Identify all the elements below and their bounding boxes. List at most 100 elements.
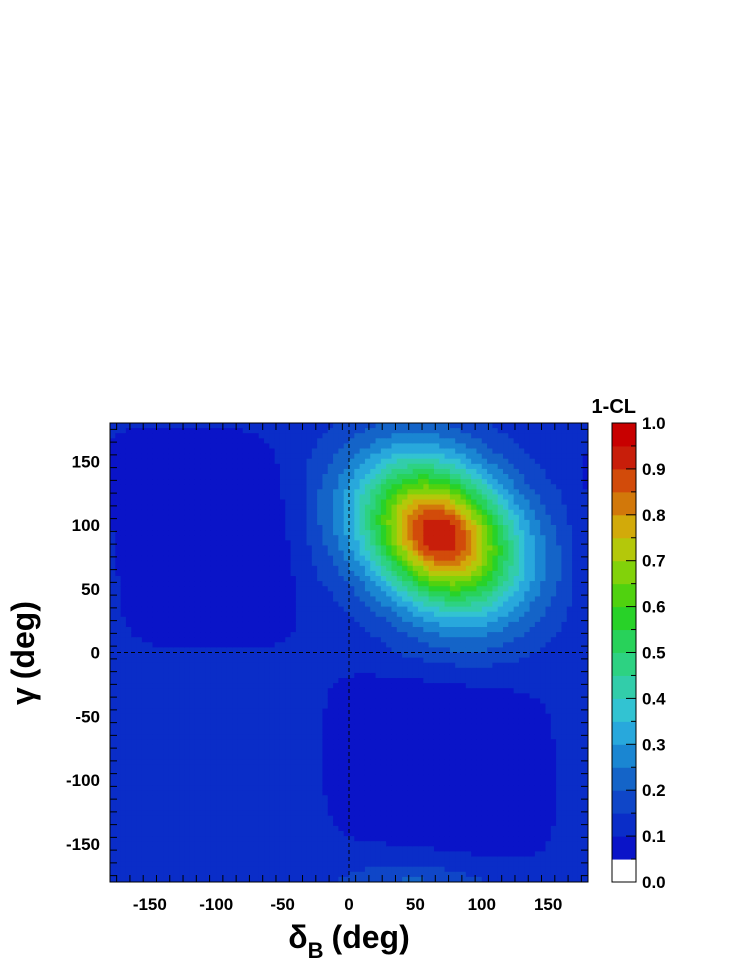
heatmap-cell xyxy=(295,856,302,863)
heatmap-cell xyxy=(173,820,180,827)
heatmap-cell xyxy=(179,713,185,720)
heatmap-cell xyxy=(194,453,201,460)
heatmap-cell xyxy=(248,540,254,546)
heatmap-cell xyxy=(136,856,143,863)
heatmap-cell xyxy=(232,662,239,669)
heatmap-cell xyxy=(391,723,398,730)
heatmap-cell xyxy=(285,805,292,812)
heatmap-cell xyxy=(396,601,403,608)
heatmap-cell xyxy=(338,734,345,740)
heatmap-cell xyxy=(210,632,217,638)
heatmap-cell xyxy=(279,621,286,628)
heatmap-cell xyxy=(391,632,398,638)
heatmap-cell xyxy=(380,438,387,444)
heatmap-cell xyxy=(338,494,345,501)
heatmap-cell xyxy=(386,729,393,735)
heatmap-cell xyxy=(258,805,265,812)
heatmap-cell xyxy=(253,790,260,796)
heatmap-cell xyxy=(386,489,393,495)
heatmap-cell xyxy=(317,688,324,694)
heatmap-cell xyxy=(333,504,339,511)
heatmap-cell xyxy=(364,530,371,536)
heatmap-cell xyxy=(343,474,350,480)
heatmap-cell xyxy=(179,708,185,715)
heatmap-cell xyxy=(184,550,191,557)
heatmap-cell xyxy=(147,866,154,873)
heatmap-cell xyxy=(343,591,350,597)
heatmap-cell xyxy=(120,474,127,480)
heatmap-cell xyxy=(386,576,393,582)
heatmap-cell xyxy=(269,499,276,506)
heatmap-cell xyxy=(327,718,334,725)
heatmap-cell xyxy=(343,790,350,796)
heatmap-cell xyxy=(173,815,180,822)
heatmap-cell xyxy=(131,871,138,878)
heatmap-cell xyxy=(152,438,159,444)
heatmap-cell xyxy=(306,703,313,710)
heatmap-cell xyxy=(168,637,175,643)
heatmap-cell xyxy=(306,438,313,444)
heatmap-cell xyxy=(110,463,116,470)
heatmap-cell xyxy=(152,591,159,597)
heatmap-cell xyxy=(301,627,308,633)
heatmap-cell xyxy=(173,453,180,460)
heatmap-cell xyxy=(306,535,313,541)
heatmap-cell xyxy=(157,484,164,490)
heatmap-cell xyxy=(110,759,116,766)
heatmap-cell xyxy=(396,581,403,587)
heatmap-cell xyxy=(221,805,228,812)
heatmap-cell xyxy=(216,729,223,735)
heatmap-cell xyxy=(136,713,143,720)
heatmap-cell xyxy=(306,555,313,562)
heatmap-cell xyxy=(311,519,318,526)
heatmap-cell xyxy=(232,815,239,822)
heatmap-cell xyxy=(179,550,185,557)
heatmap-cell xyxy=(343,805,350,812)
heatmap-cell xyxy=(354,499,361,506)
heatmap-cell xyxy=(402,596,409,603)
heatmap-cell xyxy=(194,606,201,613)
heatmap-cell xyxy=(333,846,339,852)
heatmap-cell xyxy=(290,540,297,546)
heatmap-cell xyxy=(242,667,249,674)
heatmap-cell xyxy=(184,871,191,878)
heatmap-cell xyxy=(168,851,175,858)
heatmap-cell xyxy=(168,514,175,521)
heatmap-cell xyxy=(200,683,207,689)
heatmap-cell xyxy=(125,606,132,613)
heatmap-cell xyxy=(237,652,244,659)
heatmap-cell xyxy=(110,841,116,847)
heatmap-cell xyxy=(285,800,292,807)
heatmap-cell xyxy=(317,616,324,623)
heatmap-cell xyxy=(386,836,393,842)
heatmap-cell xyxy=(163,596,170,603)
heatmap-cell xyxy=(120,621,127,628)
heatmap-cell xyxy=(370,780,377,786)
heatmap-cell xyxy=(232,535,239,541)
heatmap-cell xyxy=(125,678,132,684)
heatmap-cell xyxy=(237,438,244,444)
heatmap-cell xyxy=(354,525,361,531)
heatmap-cell xyxy=(359,494,366,501)
heatmap-cell xyxy=(317,749,324,756)
heatmap-cell xyxy=(327,836,334,842)
heatmap-cell xyxy=(157,749,164,756)
heatmap-cell xyxy=(274,468,281,475)
heatmap-cell xyxy=(242,570,249,577)
heatmap-cell xyxy=(391,652,398,659)
heatmap-cell xyxy=(232,479,239,485)
heatmap-cell xyxy=(248,565,254,572)
heatmap-cell xyxy=(115,744,122,750)
heatmap-cell xyxy=(258,785,265,791)
heatmap-cell xyxy=(136,560,143,567)
heatmap-cell xyxy=(152,759,159,766)
heatmap-cell xyxy=(301,606,308,613)
heatmap-cell xyxy=(269,718,276,725)
heatmap-cell xyxy=(386,800,393,807)
heatmap-cell xyxy=(269,754,276,761)
heatmap-cell xyxy=(354,504,361,511)
heatmap-cell xyxy=(317,662,324,669)
heatmap-cell xyxy=(380,866,387,873)
heatmap-cell xyxy=(200,550,207,557)
heatmap-cell xyxy=(279,468,286,475)
